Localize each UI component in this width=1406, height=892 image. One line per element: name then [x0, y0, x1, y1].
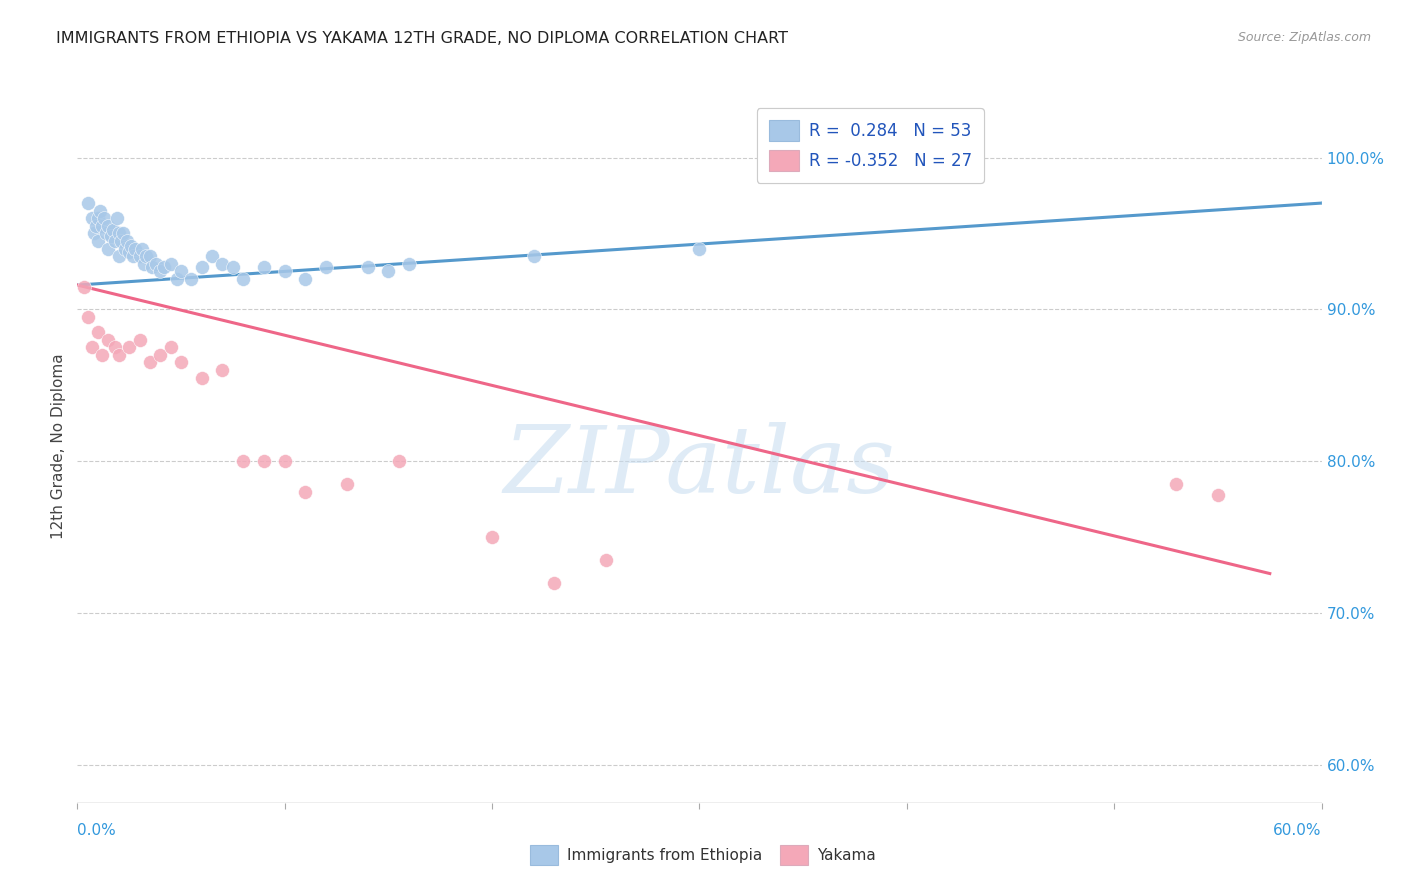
Legend: R =  0.284   N = 53, R = -0.352   N = 27: R = 0.284 N = 53, R = -0.352 N = 27 [756, 108, 984, 183]
Point [124, 242, 146, 256]
Point [80, 340, 103, 354]
Point [294, 484, 316, 499]
Point [294, 272, 316, 286]
Point [201, 249, 224, 263]
Point [97, 219, 120, 233]
Point [93, 211, 115, 226]
Point [108, 227, 131, 241]
Point [135, 249, 157, 263]
Point [132, 257, 155, 271]
Point [118, 340, 141, 354]
Point [76, 310, 98, 324]
Point [101, 223, 124, 237]
Point [180, 272, 202, 286]
Point [191, 370, 214, 384]
Point [76, 196, 98, 211]
Point [72, 279, 94, 293]
Point [118, 244, 141, 259]
Point [253, 260, 276, 274]
Point [91, 219, 114, 233]
Point [1206, 487, 1229, 501]
Point [398, 257, 420, 271]
Point [153, 260, 176, 274]
Point [96, 227, 118, 241]
Point [689, 242, 711, 256]
Point [211, 363, 233, 377]
Point [170, 355, 193, 369]
Point [87, 325, 110, 339]
Point [149, 348, 172, 362]
Point [159, 257, 181, 271]
Point [110, 234, 132, 248]
Point [388, 454, 411, 468]
Point [83, 227, 105, 241]
Point [1166, 477, 1188, 491]
Point [100, 229, 122, 244]
Point [87, 211, 110, 226]
Point [108, 249, 131, 263]
Point [139, 249, 162, 263]
Point [97, 242, 120, 256]
Point [232, 454, 254, 468]
Point [253, 454, 276, 468]
Point [595, 553, 617, 567]
Text: IMMIGRANTS FROM ETHIOPIA VS YAKAMA 12TH GRADE, NO DIPLOMA CORRELATION CHART: IMMIGRANTS FROM ETHIOPIA VS YAKAMA 12TH … [56, 31, 789, 46]
Point [108, 348, 131, 362]
Legend: Immigrants from Ethiopia, Yakama: Immigrants from Ethiopia, Yakama [524, 839, 882, 871]
Point [232, 272, 254, 286]
Text: 0.0%: 0.0% [77, 822, 117, 838]
Point [211, 257, 233, 271]
Point [87, 234, 110, 248]
Point [131, 242, 153, 256]
Text: Source: ZipAtlas.com: Source: ZipAtlas.com [1237, 31, 1371, 45]
Point [543, 575, 565, 590]
Point [481, 530, 503, 544]
Point [191, 260, 214, 274]
Point [170, 264, 193, 278]
Point [159, 340, 181, 354]
Point [111, 227, 134, 241]
Point [104, 340, 127, 354]
Text: ZIPatlas: ZIPatlas [503, 423, 896, 512]
Point [336, 477, 359, 491]
Point [84, 219, 107, 233]
Point [145, 257, 167, 271]
Point [141, 260, 163, 274]
Text: 60.0%: 60.0% [1274, 822, 1322, 838]
Point [128, 333, 150, 347]
Point [104, 234, 127, 248]
Point [120, 238, 142, 252]
Point [357, 260, 380, 274]
Point [139, 355, 162, 369]
Point [149, 264, 172, 278]
Point [166, 272, 188, 286]
Point [122, 249, 145, 263]
Point [91, 348, 114, 362]
Point [105, 211, 128, 226]
Point [80, 211, 103, 226]
Y-axis label: 12th Grade, No Diploma: 12th Grade, No Diploma [51, 353, 66, 539]
Point [128, 249, 150, 263]
Point [97, 333, 120, 347]
Point [222, 260, 245, 274]
Point [114, 242, 136, 256]
Point [89, 203, 111, 218]
Point [377, 264, 399, 278]
Point [274, 454, 297, 468]
Point [115, 234, 138, 248]
Point [523, 249, 546, 263]
Point [315, 260, 337, 274]
Point [274, 264, 297, 278]
